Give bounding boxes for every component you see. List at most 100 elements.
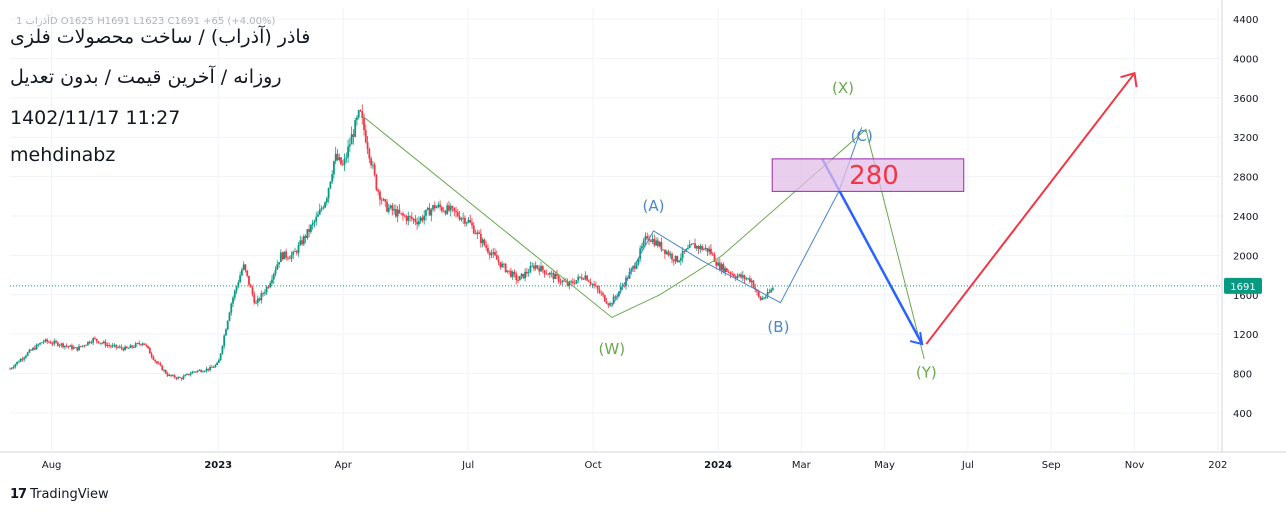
candle-body [518, 276, 521, 281]
candle-body [734, 276, 737, 279]
candle-body [449, 206, 452, 211]
candle-body [658, 242, 661, 247]
candlestick-series [9, 104, 774, 381]
candle-body [603, 294, 606, 302]
candle-body [194, 371, 197, 373]
candle-body [25, 355, 27, 358]
candle-body [474, 233, 477, 235]
price-axis[interactable]: 400 800 1200 1600 2000 2400 2800 3200 3600 4000 44… [1233, 15, 1258, 420]
candle-body [448, 205, 450, 211]
candle-body [745, 278, 748, 280]
candle-body [566, 281, 569, 286]
candle-body [104, 341, 107, 346]
candle-body [697, 245, 700, 250]
candle-body [587, 280, 590, 283]
time-tick-label: Sep [1042, 460, 1061, 471]
candle-body [683, 250, 686, 252]
candle-body [32, 347, 34, 351]
candle-body [106, 344, 109, 346]
target-box-label: 280 [849, 161, 899, 191]
candle-body [531, 265, 534, 267]
candle-body [456, 212, 459, 217]
candle-body [76, 347, 79, 351]
candle-body [761, 298, 764, 300]
candle-body [421, 217, 424, 221]
candle-body [561, 280, 564, 283]
candle-body [271, 279, 273, 284]
tradingview-logo[interactable]: 17 TradingView [10, 487, 109, 502]
candle-body [279, 252, 282, 263]
candle-body [405, 216, 408, 221]
candle-body [278, 262, 280, 265]
candle-body [331, 174, 334, 182]
candle-body [665, 251, 668, 254]
candle-body [209, 366, 211, 371]
candle-body [492, 252, 495, 254]
candle-body [338, 157, 341, 160]
candle-body [83, 345, 86, 347]
candle-body [207, 368, 210, 371]
time-tick-label: May [874, 460, 895, 471]
candle-body [164, 370, 167, 374]
candle-body [485, 245, 488, 248]
candle-body [402, 213, 404, 216]
candle-body [621, 285, 624, 287]
candle-body [295, 251, 298, 253]
candle-body [233, 290, 236, 298]
candle-body [340, 157, 342, 165]
candle-body [249, 284, 252, 288]
candle-body [660, 242, 663, 250]
candle-body [499, 262, 502, 268]
candle-body [242, 264, 245, 270]
candle-body [741, 275, 744, 278]
candle-body [299, 240, 302, 245]
candle-body [157, 363, 160, 364]
candle-body [361, 111, 364, 118]
time-tick-label: Aug [42, 460, 62, 471]
candle-body [318, 209, 321, 215]
candle-body [113, 344, 116, 346]
candle-body [325, 198, 328, 203]
candle-body [417, 221, 420, 225]
candle-body [623, 285, 626, 287]
candle-body [97, 341, 100, 344]
candle-body [442, 210, 445, 212]
candle-body [724, 268, 727, 273]
candle-body [584, 275, 587, 280]
candle-body [269, 283, 272, 288]
candle-body [589, 282, 592, 285]
candle-body [127, 348, 130, 349]
candle-body [540, 265, 542, 272]
target-box-rect [771, 158, 965, 192]
candle-body [564, 281, 567, 283]
candle-body [366, 142, 369, 149]
candle-body [251, 287, 254, 295]
candle-body [327, 188, 330, 199]
candle-body [607, 303, 610, 306]
candle-body [370, 158, 373, 166]
candle-body [48, 341, 50, 343]
candle-body [483, 239, 486, 246]
candle-body [379, 191, 381, 200]
candle-body [559, 281, 562, 283]
candle-body [757, 291, 760, 297]
time-axis[interactable]: Aug 2023 Apr Jul Oct 2024 Mar May Jul Sep Nov 202 [42, 460, 1227, 471]
candle-body [453, 207, 456, 212]
candle-body [495, 255, 498, 260]
candle-body [722, 264, 725, 273]
candle-body [556, 273, 558, 276]
candle-body [258, 298, 261, 301]
candle-body [554, 273, 557, 280]
candle-body [265, 286, 268, 293]
candle-body [9, 368, 11, 370]
candle-body [414, 218, 417, 223]
candle-body [460, 218, 463, 220]
candle-body [754, 287, 757, 290]
candle-body [766, 291, 769, 297]
candle-body [387, 207, 390, 212]
target-box[interactable]: 280 [771, 158, 965, 192]
candle-body [471, 222, 473, 226]
candle-body [533, 265, 535, 269]
candle-body [428, 207, 431, 216]
